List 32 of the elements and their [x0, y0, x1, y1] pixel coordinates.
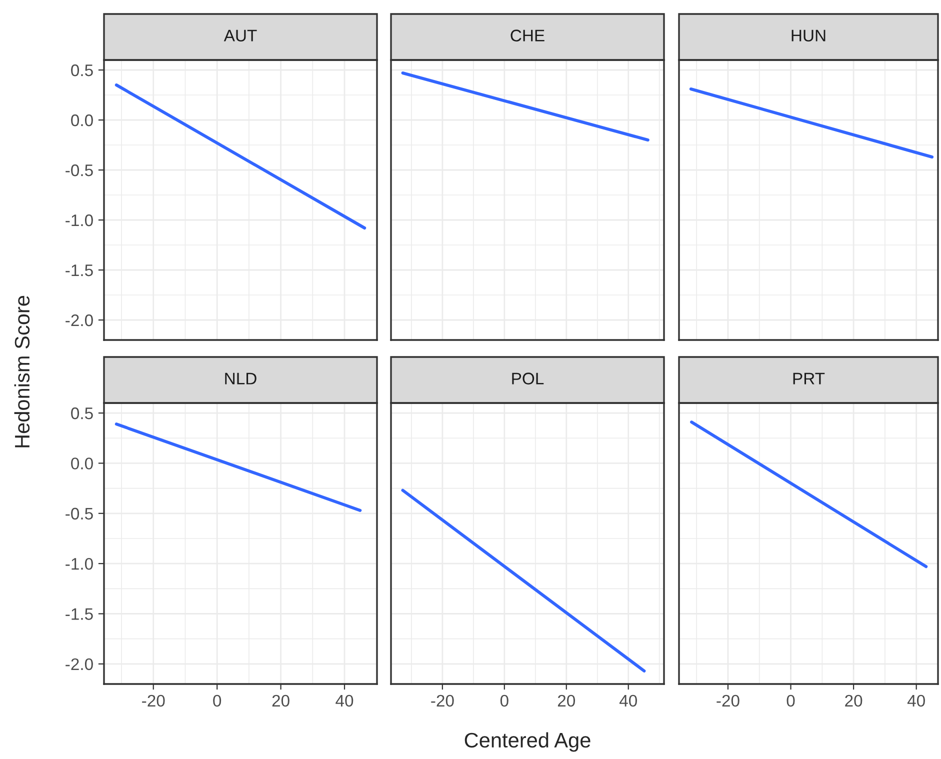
y-axis-title: Hedonism Score [14, 296, 30, 448]
y-tick-label: 0.0 [71, 458, 93, 470]
y-tick-label: -1.5 [66, 608, 93, 620]
x-tick-label: 40 [907, 694, 925, 707]
x-tick-label: 20 [845, 694, 862, 707]
y-tick-label: -1.0 [66, 214, 93, 226]
y-tick-label: -2.0 [66, 314, 93, 326]
x-tick-label: 20 [272, 694, 290, 707]
chart-title: NLD [225, 372, 256, 384]
chart-title: HUN [792, 30, 826, 42]
x-tick-label: -20 [142, 694, 165, 707]
x-tick-label: 0 [500, 694, 508, 707]
chart-title: AUT [224, 30, 257, 42]
x-tick-label: 40 [336, 694, 354, 707]
y-tick-label: -0.5 [66, 508, 93, 520]
chart-title: CHE [510, 30, 544, 42]
x-tick-label: -20 [716, 694, 740, 707]
y-tick-label: 0.0 [71, 114, 93, 126]
x-tick-label: 40 [619, 694, 637, 707]
y-tick-label: 0.5 [71, 64, 93, 76]
chart-title: POL [512, 372, 544, 384]
y-tick-label: -1.5 [66, 264, 93, 276]
x-tick-label: 20 [558, 694, 576, 707]
x-tick-label: -20 [431, 694, 454, 707]
y-tick-label: -2.0 [66, 658, 93, 670]
y-tick-label: -0.5 [66, 164, 93, 176]
x-tick-label: 0 [213, 694, 222, 707]
y-tick-label: 0.5 [71, 407, 93, 420]
x-axis-title: Centered Age [464, 732, 590, 752]
x-tick-label: 0 [786, 694, 795, 707]
chart-title: PRT [793, 372, 825, 384]
y-tick-label: -1.0 [66, 558, 93, 570]
